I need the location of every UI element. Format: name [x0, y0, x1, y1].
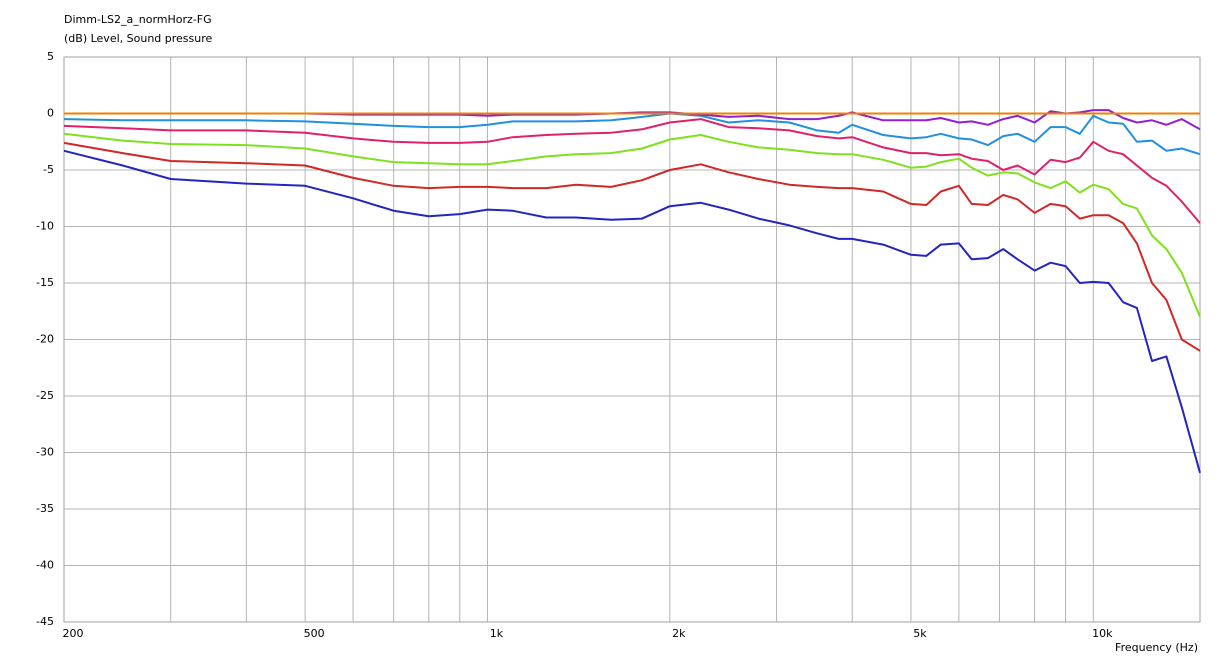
y-tick-label: -5 — [43, 163, 54, 176]
chart-subtitle: (dB) Level, Sound pressure — [64, 32, 213, 45]
x-tick-label: 5k — [913, 627, 927, 640]
y-tick-label: 0 — [47, 107, 54, 120]
x-tick-label: 1k — [490, 627, 504, 640]
y-tick-label: -20 — [36, 333, 54, 346]
y-tick-label: 5 — [47, 50, 54, 63]
x-tick-label: 500 — [304, 627, 325, 640]
x-tick-label: 10k — [1092, 627, 1113, 640]
series-line — [63, 141, 1201, 352]
chart-title: Dimm-LS2_a_normHorz-FG — [64, 13, 212, 26]
series-line — [63, 112, 1201, 156]
x-tick-label: 2k — [672, 627, 686, 640]
series-line — [63, 132, 1201, 318]
y-tick-label: -30 — [36, 446, 54, 459]
x-axis-label: Frequency (Hz) — [1115, 641, 1198, 654]
x-tick-label: 200 — [63, 627, 84, 640]
y-tick-label: -25 — [36, 389, 54, 402]
plot-border — [63, 56, 1201, 623]
y-tick-label: -35 — [36, 502, 54, 515]
y-tick-label: -15 — [36, 276, 54, 289]
series-line — [63, 118, 1201, 224]
y-tick-label: -45 — [36, 615, 54, 628]
series-line — [63, 149, 1201, 474]
y-tick-label: -40 — [36, 559, 54, 572]
y-tick-label: -10 — [36, 220, 54, 233]
